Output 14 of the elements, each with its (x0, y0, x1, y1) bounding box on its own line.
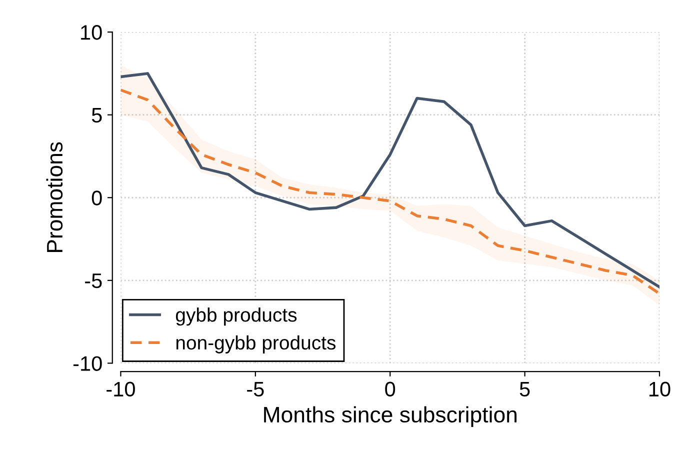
x-tick-label: -5 (247, 382, 264, 397)
legend-label: non-gybb products (176, 335, 336, 354)
x-axis-title: Months since subscription (264, 406, 517, 427)
y-tick-label: 10 (81, 25, 102, 40)
x-tick-label: -10 (106, 382, 135, 397)
legend-label: gybb products (176, 308, 297, 326)
x-tick-label: 0 (385, 382, 396, 397)
y-tick-label: 5 (92, 108, 102, 123)
x-tick-label: 5 (520, 382, 530, 397)
y-tick-label: -10 (73, 356, 102, 371)
x-tick-label: 10 (649, 382, 670, 397)
y-axis-title: Promotions (46, 142, 63, 252)
y-tick-label: -5 (85, 274, 102, 288)
y-tick-label: 0 (92, 190, 102, 206)
